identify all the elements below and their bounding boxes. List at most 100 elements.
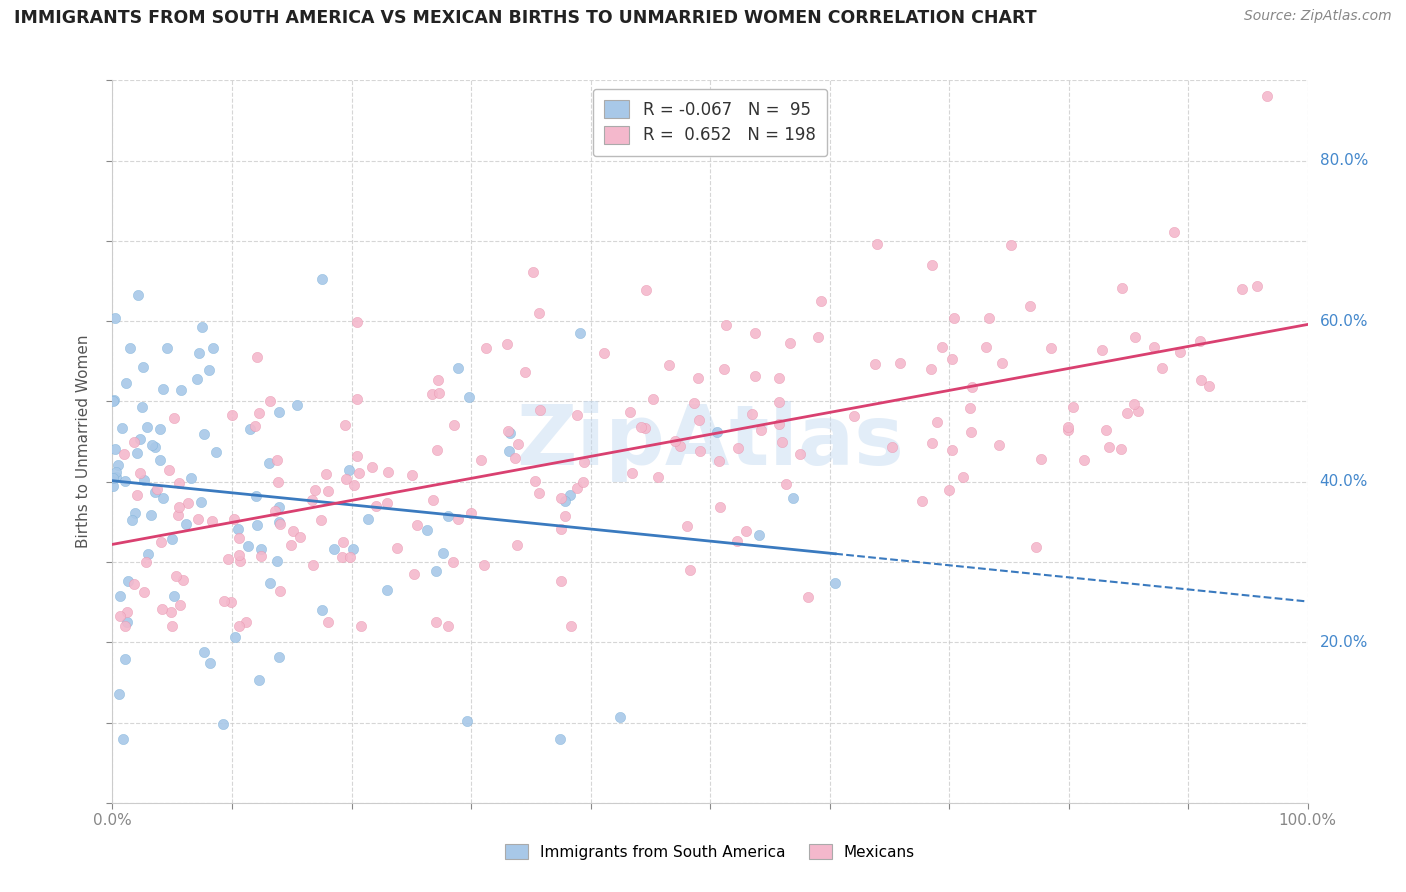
Point bbox=[496, 424, 519, 438]
Point bbox=[387, 541, 409, 556]
Point bbox=[125, 446, 148, 460]
Point bbox=[146, 482, 169, 496]
Point bbox=[779, 335, 801, 350]
Point bbox=[342, 542, 364, 557]
Point bbox=[911, 494, 934, 508]
Point bbox=[269, 500, 291, 515]
Point bbox=[124, 507, 146, 521]
Point bbox=[149, 453, 172, 467]
Point bbox=[498, 444, 520, 458]
Point bbox=[1115, 406, 1137, 420]
Point bbox=[506, 437, 529, 451]
Point bbox=[789, 446, 811, 460]
Point bbox=[842, 409, 865, 423]
Point bbox=[513, 365, 536, 379]
Point bbox=[770, 435, 793, 450]
Point bbox=[259, 394, 281, 409]
Point bbox=[221, 408, 243, 422]
Point bbox=[205, 445, 228, 459]
Point bbox=[112, 731, 135, 746]
Point bbox=[115, 615, 138, 630]
Point bbox=[193, 427, 215, 442]
Point bbox=[931, 340, 953, 354]
Point bbox=[686, 371, 709, 385]
Point bbox=[1198, 379, 1220, 393]
Point bbox=[104, 442, 127, 457]
Point bbox=[782, 491, 804, 505]
Point bbox=[269, 649, 291, 664]
Point bbox=[124, 576, 146, 591]
Point bbox=[163, 410, 186, 425]
Point bbox=[775, 477, 797, 491]
Point bbox=[921, 258, 943, 272]
Point bbox=[111, 420, 134, 434]
Point bbox=[246, 350, 269, 364]
Point bbox=[309, 513, 332, 527]
Point bbox=[375, 495, 398, 509]
Point bbox=[565, 408, 588, 422]
Point bbox=[302, 558, 325, 572]
Point bbox=[529, 403, 551, 417]
Point bbox=[925, 415, 948, 429]
Point bbox=[443, 418, 465, 433]
Point bbox=[267, 405, 290, 419]
Point bbox=[236, 539, 259, 553]
Point bbox=[709, 500, 731, 515]
Y-axis label: Births to Unmarried Women: Births to Unmarried Women bbox=[76, 334, 91, 549]
Point bbox=[499, 426, 522, 441]
Point bbox=[460, 506, 482, 520]
Point bbox=[866, 236, 889, 251]
Point bbox=[427, 373, 450, 387]
Point bbox=[960, 380, 983, 394]
Point bbox=[1000, 237, 1022, 252]
Point bbox=[316, 615, 339, 629]
Point bbox=[160, 605, 183, 619]
Point bbox=[162, 619, 184, 633]
Point bbox=[1230, 282, 1253, 296]
Point bbox=[941, 351, 963, 366]
Point bbox=[1123, 329, 1146, 343]
Text: Source: ZipAtlas.com: Source: ZipAtlas.com bbox=[1244, 9, 1392, 23]
Point bbox=[167, 500, 190, 515]
Point bbox=[571, 475, 593, 489]
Point bbox=[269, 516, 291, 531]
Point bbox=[160, 533, 183, 547]
Point bbox=[529, 306, 551, 320]
Point bbox=[768, 371, 790, 385]
Point bbox=[163, 589, 186, 603]
Point bbox=[1189, 373, 1212, 387]
Text: IMMIGRANTS FROM SOUTH AMERICA VS MEXICAN BIRTHS TO UNMARRIED WOMEN CORRELATION C: IMMIGRANTS FROM SOUTH AMERICA VS MEXICAN… bbox=[14, 9, 1036, 27]
Point bbox=[127, 288, 149, 302]
Point bbox=[114, 619, 136, 633]
Point bbox=[311, 272, 333, 286]
Point bbox=[226, 522, 249, 536]
Point bbox=[150, 602, 173, 616]
Point bbox=[193, 645, 215, 659]
Point bbox=[136, 547, 159, 561]
Point bbox=[432, 546, 454, 560]
Point bbox=[135, 555, 157, 569]
Point bbox=[121, 513, 143, 527]
Point bbox=[456, 714, 478, 729]
Point bbox=[447, 361, 470, 376]
Point bbox=[375, 582, 398, 597]
Point bbox=[285, 398, 308, 412]
Point bbox=[132, 585, 155, 599]
Point bbox=[1056, 419, 1078, 434]
Point bbox=[377, 465, 399, 479]
Point bbox=[941, 443, 963, 458]
Point bbox=[346, 392, 368, 406]
Point bbox=[548, 731, 571, 746]
Point bbox=[619, 405, 641, 419]
Point bbox=[415, 523, 437, 537]
Point bbox=[247, 673, 270, 687]
Point bbox=[889, 356, 911, 370]
Point bbox=[1188, 334, 1211, 348]
Point bbox=[135, 420, 157, 434]
Point bbox=[176, 517, 198, 532]
Point bbox=[246, 517, 269, 532]
Point bbox=[960, 425, 983, 439]
Point bbox=[592, 346, 614, 360]
Point bbox=[177, 496, 200, 510]
Point bbox=[401, 467, 423, 482]
